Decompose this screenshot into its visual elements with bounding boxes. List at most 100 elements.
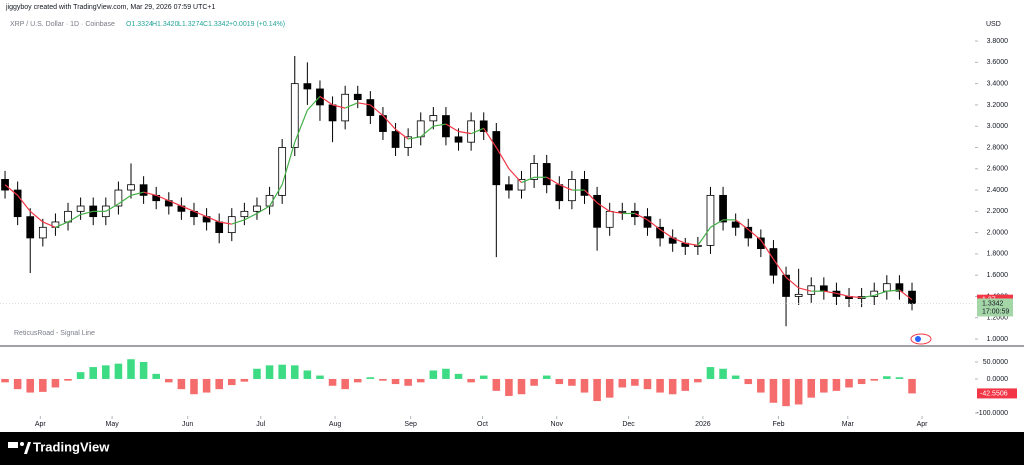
- candle-body: [882, 283, 891, 292]
- ma-segment: [445, 123, 459, 133]
- candle-body: [542, 163, 551, 186]
- histogram-bar: [820, 378, 828, 393]
- histogram-bar: [492, 378, 501, 391]
- ma-segment: [772, 258, 787, 278]
- x-tick-label: Oct: [477, 421, 488, 428]
- candle-body: [127, 184, 135, 191]
- ma-segment: [697, 226, 711, 246]
- histogram-bar: [215, 378, 223, 390]
- candle-body: [706, 194, 715, 246]
- ma-segment: [433, 123, 447, 127]
- histogram-bar: [190, 378, 198, 395]
- x-tick-label: Dec: [622, 421, 635, 428]
- ma-segment: [798, 287, 812, 292]
- ma-segment: [647, 219, 661, 230]
- countdown: 17:00:59: [982, 308, 1009, 315]
- histogram-bar: [618, 378, 627, 388]
- histogram-bar: [278, 364, 286, 379]
- ma-segment: [130, 191, 144, 196]
- histogram-bar: [605, 378, 614, 398]
- histogram-bar: [883, 376, 891, 379]
- ma-segment: [508, 168, 522, 184]
- candle-body: [769, 248, 778, 276]
- ma-segment: [395, 128, 409, 140]
- ma-segment: [747, 228, 762, 241]
- y-tick-label: 3.8000: [987, 38, 1009, 45]
- candle-body: [756, 237, 765, 249]
- histogram-bar: [328, 378, 337, 386]
- candle-body: [391, 131, 400, 148]
- ma-segment: [559, 184, 573, 191]
- x-tick-label: Feb: [772, 421, 784, 428]
- histogram-bar: [857, 378, 866, 385]
- histogram-bar: [794, 378, 803, 405]
- ma-segment: [42, 221, 56, 228]
- histogram-bar: [555, 378, 564, 385]
- ma-segment: [495, 147, 510, 170]
- ma-segment: [596, 202, 611, 212]
- ma-segment: [785, 276, 800, 289]
- ma-segment: [17, 195, 31, 212]
- histogram-bar: [64, 378, 72, 381]
- indicator-title: ReticusRoad - Signal Line: [14, 330, 95, 337]
- histogram-bar: [668, 378, 677, 395]
- histogram-bar: [908, 378, 916, 394]
- x-tick-label: Nov: [551, 421, 564, 428]
- ma-segment: [659, 228, 674, 239]
- candle-body: [555, 184, 564, 202]
- histogram-bar: [114, 363, 123, 379]
- x-tick-label: Apr: [35, 421, 47, 428]
- footer-logo: TradingView: [8, 439, 110, 454]
- ma-segment: [408, 136, 421, 140]
- ma-segment: [685, 242, 698, 246]
- histogram-bar: [593, 378, 601, 402]
- ma-segment: [369, 104, 384, 117]
- candle-body: [794, 293, 803, 297]
- candle-body: [505, 184, 513, 191]
- histogram-bar: [253, 368, 261, 379]
- y-tick-label: 3.4000: [987, 80, 1009, 87]
- candle-body: [605, 210, 614, 228]
- ma-segment: [244, 212, 258, 221]
- ma-segment: [332, 104, 346, 109]
- histogram-bar: [416, 378, 425, 383]
- histogram-bar: [631, 378, 639, 386]
- footer-brand: TradingView: [33, 439, 110, 454]
- ma-segment: [848, 295, 862, 299]
- candle-body: [782, 274, 790, 297]
- candle-body: [290, 83, 299, 148]
- ohlc-open: O1.3324: [126, 21, 153, 28]
- value-badge-label: -42.5506: [980, 390, 1008, 397]
- ma-segment: [634, 212, 648, 221]
- ma-segment: [823, 290, 837, 294]
- candle-body: [530, 163, 538, 180]
- ma-segment: [281, 141, 296, 185]
- candle-body: [580, 179, 589, 196]
- candle-body: [479, 120, 488, 132]
- histogram-bar: [467, 378, 475, 383]
- ma-segment: [357, 102, 371, 106]
- ma-segment: [672, 237, 686, 244]
- candle-body: [227, 216, 236, 234]
- histogram-bar: [127, 359, 135, 379]
- histogram-bar: [479, 375, 488, 379]
- y-tick-label: 50.0000: [983, 359, 1008, 366]
- ma-segment: [458, 130, 472, 135]
- ma-segment: [483, 128, 497, 148]
- symbol: XRP / U.S. Dollar · 1D · Coinbase: [10, 21, 115, 28]
- y-tick-label: 1.6000: [987, 272, 1009, 279]
- chart-background: [0, 0, 1024, 432]
- candle-body: [719, 194, 727, 223]
- histogram-bar: [832, 378, 841, 391]
- histogram-bar: [202, 378, 211, 393]
- ma-segment: [382, 115, 396, 130]
- ma-segment: [874, 290, 888, 296]
- y-tick-label: 1.8000: [987, 251, 1009, 258]
- histogram-bar: [807, 378, 816, 398]
- ma-segment: [143, 191, 157, 196]
- candle-body: [265, 194, 274, 207]
- y-tick-label: 3.6000: [987, 59, 1009, 66]
- indicator-icon: [910, 333, 932, 345]
- histogram-bar: [165, 378, 173, 383]
- histogram-bar: [51, 378, 60, 388]
